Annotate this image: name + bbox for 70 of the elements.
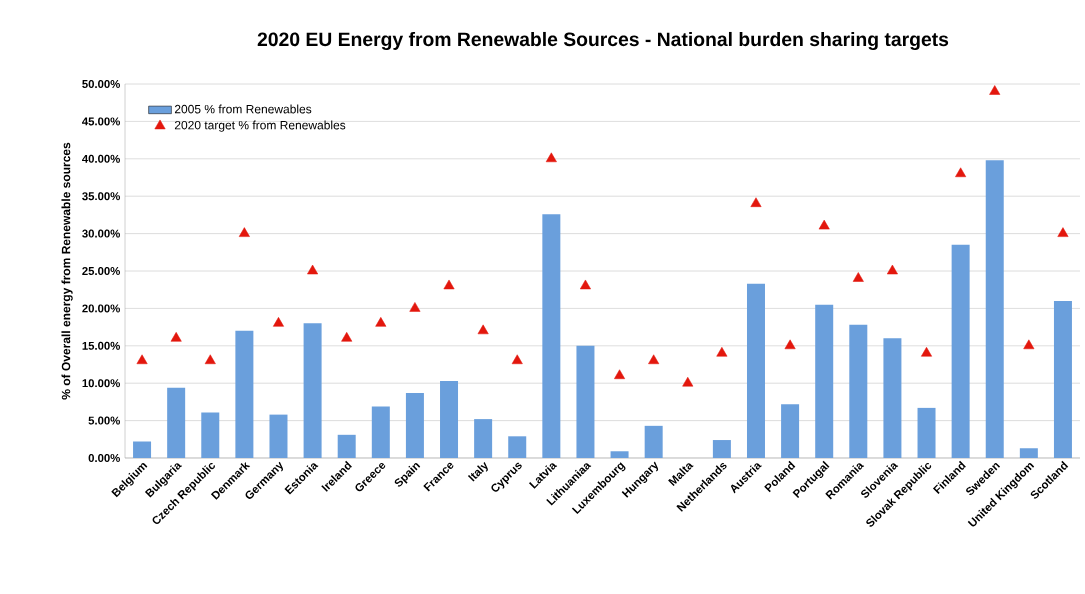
y-tick-label: 0.00% bbox=[88, 454, 120, 463]
bar bbox=[610, 451, 629, 458]
point bbox=[136, 354, 148, 365]
point bbox=[170, 332, 182, 342]
y-tick-label: 50.00% bbox=[82, 80, 120, 89]
bar bbox=[951, 244, 970, 458]
point bbox=[818, 219, 830, 230]
bar bbox=[303, 323, 322, 458]
chart-title: 2020 EU Energy from Renewable Sources - National burden sharing targets bbox=[257, 31, 949, 51]
legend-label: 2020 target % from Renewables bbox=[174, 120, 346, 132]
point bbox=[511, 354, 523, 365]
bar bbox=[269, 414, 288, 458]
y-tick-label: 5.00% bbox=[88, 416, 120, 425]
bar bbox=[849, 324, 868, 458]
bar bbox=[440, 380, 459, 458]
point bbox=[886, 264, 898, 275]
point bbox=[579, 279, 591, 290]
bar bbox=[542, 214, 561, 458]
y-tick-label: 40.00% bbox=[82, 154, 120, 163]
bar bbox=[1053, 300, 1072, 458]
y-tick-label: 45.00% bbox=[82, 117, 120, 126]
bar bbox=[167, 387, 186, 458]
y-tick-label: 35.00% bbox=[82, 192, 120, 201]
point bbox=[375, 317, 387, 327]
y-tick-label: 30.00% bbox=[82, 229, 120, 238]
bar bbox=[201, 412, 220, 458]
bar bbox=[781, 404, 800, 458]
point bbox=[784, 339, 796, 350]
point bbox=[921, 347, 932, 357]
point bbox=[1023, 339, 1035, 350]
point bbox=[682, 376, 694, 387]
bar bbox=[474, 419, 493, 458]
bar bbox=[917, 407, 936, 458]
bar bbox=[235, 330, 254, 458]
point bbox=[750, 197, 762, 207]
point bbox=[477, 324, 489, 335]
bar bbox=[985, 160, 1004, 458]
bar bbox=[712, 440, 731, 458]
point bbox=[443, 279, 455, 290]
y-tick-label: 15.00% bbox=[82, 341, 120, 350]
point bbox=[273, 317, 284, 327]
bar bbox=[746, 283, 765, 458]
point bbox=[341, 332, 353, 342]
y-tick-label: 25.00% bbox=[82, 267, 120, 276]
legend-label: 2005 % from Renewables bbox=[174, 104, 312, 114]
point bbox=[409, 302, 421, 312]
y-tick-label: 20.00% bbox=[82, 304, 120, 313]
bar bbox=[576, 345, 595, 458]
bar bbox=[337, 434, 356, 458]
bar bbox=[405, 392, 424, 458]
point bbox=[1057, 227, 1069, 237]
point bbox=[238, 227, 250, 237]
bar bbox=[508, 436, 527, 458]
point bbox=[955, 167, 967, 178]
point bbox=[716, 347, 728, 357]
bar bbox=[815, 304, 834, 458]
point bbox=[852, 272, 864, 282]
point bbox=[545, 152, 557, 163]
point bbox=[648, 354, 660, 365]
point bbox=[989, 85, 1001, 95]
bar bbox=[1019, 448, 1038, 458]
y-tick-label: 10.00% bbox=[82, 379, 120, 388]
bar bbox=[133, 441, 152, 458]
y-axis-title: % of Overall energy from Renewable sources bbox=[61, 142, 73, 400]
point bbox=[307, 264, 319, 275]
bar bbox=[644, 425, 663, 458]
bar bbox=[883, 338, 902, 458]
bar bbox=[371, 406, 390, 458]
point bbox=[204, 354, 216, 365]
point bbox=[614, 369, 626, 379]
